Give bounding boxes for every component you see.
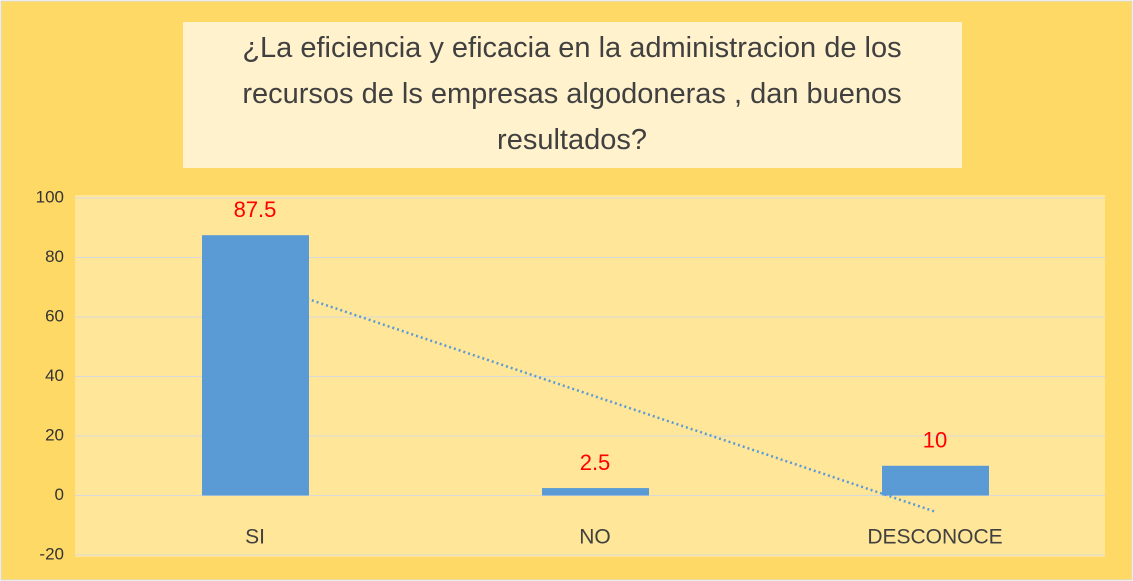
data-label: 10 [923, 428, 947, 453]
bar [882, 465, 989, 496]
y-tick-label: 40 [45, 366, 64, 385]
y-tick-label: 20 [45, 425, 64, 444]
title-box [183, 22, 962, 168]
data-label: 87.5 [234, 197, 277, 222]
y-tick-label: -20 [39, 544, 64, 563]
y-tick-label: 0 [55, 485, 64, 504]
x-tick-label: DESCONOCE [867, 526, 1002, 549]
x-tick-label: SI [245, 526, 265, 549]
x-tick-label: NO [579, 526, 611, 549]
y-tick-label: 80 [45, 247, 64, 266]
y-tick-label: 100 [36, 187, 64, 206]
bar [202, 235, 309, 496]
y-tick-label: 60 [45, 306, 64, 325]
chart-title: ¿La eficiencia y eficacia en la administ… [242, 32, 901, 156]
data-label: 2.5 [580, 450, 611, 475]
bar [542, 488, 649, 496]
